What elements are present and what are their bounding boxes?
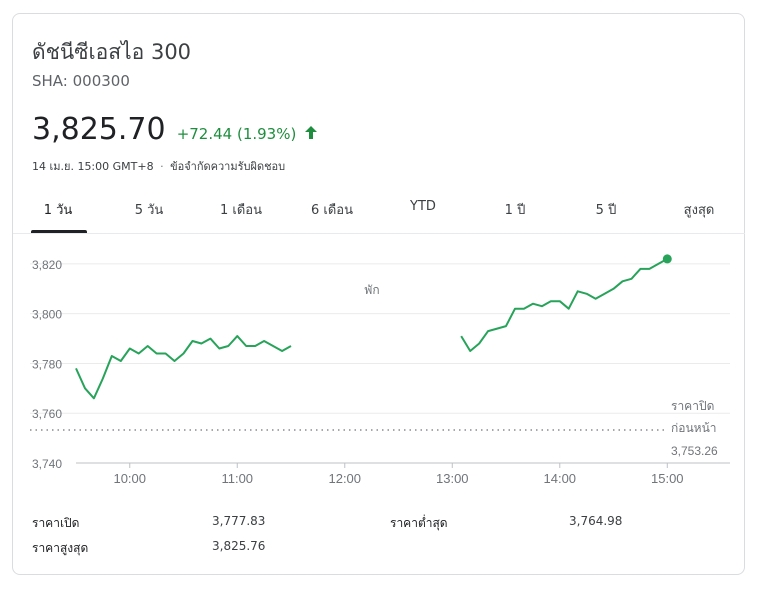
- price-row: 3,825.70 +72.44 (1.93%): [32, 112, 318, 147]
- tab-5-days[interactable]: 5 วัน: [134, 203, 164, 218]
- tab-5-years[interactable]: 5 ปี: [595, 203, 617, 218]
- lunch-break-label: พัก: [364, 283, 379, 297]
- tab-1-month[interactable]: 1 เดือน: [220, 203, 262, 218]
- tab-6-months[interactable]: 6 เดือน: [311, 203, 353, 218]
- separator-dot: ·: [160, 160, 164, 173]
- current-price: 3,825.70: [32, 112, 166, 147]
- previous-close-label: ราคาปิด: [671, 399, 714, 413]
- last-price-dot: [662, 254, 672, 264]
- x-tick-label: 11:00: [221, 471, 253, 486]
- tab-1-day[interactable]: 1 วัน: [43, 203, 73, 218]
- series-area: [76, 336, 291, 430]
- market-timestamp-row: 14 เม.ย. 15:00 GMT+8 · ข้อจำกัดความรับผิ…: [32, 157, 285, 175]
- stat-high-value: 3,825.76: [212, 539, 266, 553]
- stat-open-value: 3,777.83: [212, 514, 266, 528]
- series-line: [75, 335, 292, 400]
- y-tick-label: 3,800: [32, 308, 62, 322]
- y-tick-label: 3,760: [32, 407, 62, 421]
- y-tick-label: 3,820: [32, 258, 62, 272]
- price-change: +72.44 (1.93%): [176, 125, 297, 143]
- stock-card: [12, 13, 745, 575]
- series-line: [460, 258, 668, 352]
- stat-low-value: 3,764.98: [569, 514, 623, 528]
- market-timestamp: 14 เม.ย. 15:00 GMT+8: [32, 160, 154, 173]
- tab-1-year[interactable]: 1 ปี: [504, 203, 526, 218]
- x-tick-label: 13:00: [436, 471, 469, 486]
- stat-low-label: ราคาต่ำสุด: [390, 516, 448, 530]
- stat-high-label: ราคาสูงสุด: [32, 541, 89, 555]
- range-tabs: 1 วัน 5 วัน 1 เดือน 6 เดือน YTD 1 ปี 5 ป…: [13, 189, 745, 234]
- tab-ytd[interactable]: YTD: [410, 199, 436, 214]
- x-tick-label: 10:00: [113, 471, 146, 486]
- x-tick-label: 12:00: [328, 471, 361, 486]
- y-tick-label: 3,780: [32, 357, 62, 371]
- x-tick-label: 15:00: [651, 471, 684, 486]
- y-tick-label: 3,740: [32, 457, 62, 471]
- ticker-symbol: SHA: 000300: [32, 72, 130, 90]
- stat-open-label: ราคาเปิด: [32, 516, 80, 530]
- previous-close-value: 3,753.26: [671, 444, 718, 458]
- series-area: [461, 259, 667, 430]
- x-tick-label: 14:00: [544, 471, 577, 486]
- tab-max[interactable]: สูงสุด: [683, 203, 715, 218]
- previous-close-label: ก่อนหน้า: [671, 421, 717, 435]
- arrow-up-icon: [305, 124, 318, 143]
- disclaimer-link[interactable]: ข้อจำกัดความรับผิดชอบ: [170, 160, 286, 173]
- index-title: ดัชนีซีเอสไอ 300: [32, 40, 192, 64]
- active-tab-indicator: [31, 230, 87, 233]
